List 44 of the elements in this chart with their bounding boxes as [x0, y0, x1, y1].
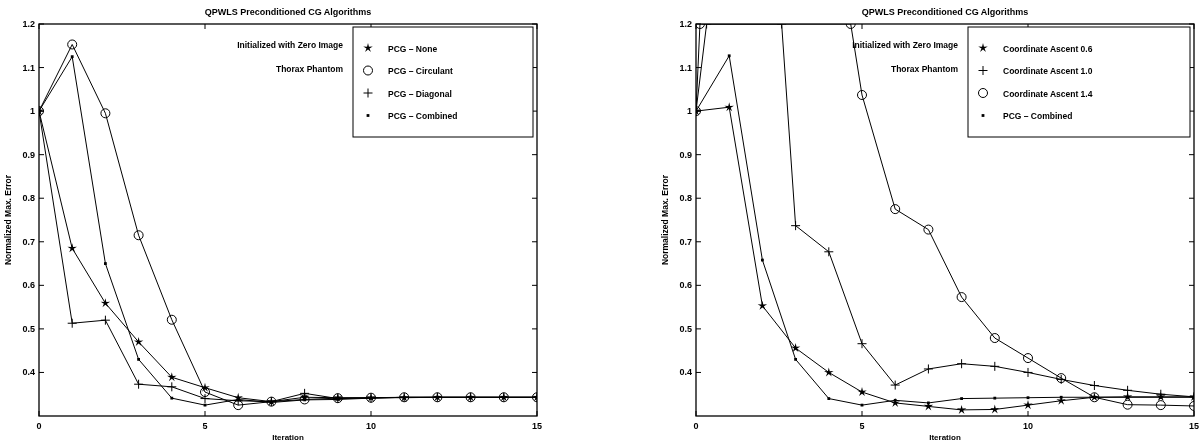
y-tick-label: 0.6	[22, 280, 35, 291]
y-tick-label: 1	[686, 106, 692, 117]
y-tick-label: 0.5	[679, 323, 692, 334]
annotation: Initialized with Zero Image	[852, 40, 959, 50]
x-tick-label: 15	[1188, 421, 1200, 431]
y-tick-label: 1.1	[22, 62, 35, 73]
y-tick-label: 1.2	[679, 19, 692, 29]
y-tick-label: 1	[29, 106, 35, 117]
y-axis-title: Normalized Max. Error	[660, 174, 670, 266]
legend-label: PCG – Combined	[1003, 111, 1073, 121]
x-tick-label: 15	[531, 421, 543, 431]
annotation: Thorax Phantom	[890, 64, 959, 74]
legend-label: Coordinate Ascent 1.0	[1003, 66, 1093, 76]
y-tick-label: 0.6	[679, 280, 692, 291]
y-tick-label: 0.7	[22, 236, 35, 247]
chart-title: QPWLS Preconditioned CG Algorithms	[861, 7, 1029, 17]
y-tick-label: 0.8	[679, 193, 692, 204]
x-tick-label: 0	[693, 421, 699, 431]
legend-label: PCG – None	[388, 43, 438, 54]
y-tick-label: 1.2	[22, 19, 35, 29]
x-tick-label: 5	[859, 421, 865, 431]
x-tick-label: 10	[1022, 421, 1034, 431]
y-tick-label: 0.4	[22, 367, 35, 378]
annotation: Initialized with Zero Image	[237, 40, 344, 50]
legend-label: Coordinate Ascent 0.6	[1003, 43, 1093, 54]
x-tick-label: 5	[202, 421, 208, 431]
legend-label: PCG – Combined	[388, 111, 458, 121]
x-tick-label: 10	[365, 421, 377, 431]
chart-title: QPWLS Preconditioned CG Algorithms	[204, 7, 372, 17]
legend-label: PCG – Circulant	[388, 66, 453, 76]
y-tick-label: 0.9	[679, 149, 692, 160]
annotation: Thorax Phantom	[275, 64, 344, 74]
y-tick-label: 0.8	[22, 193, 35, 204]
y-tick-label: 0.5	[22, 323, 35, 334]
x-axis-title: Iteration	[929, 433, 961, 442]
y-tick-label: 0.7	[679, 236, 692, 247]
legend-label: PCG – Diagonal	[388, 88, 452, 99]
x-tick-label: 0	[36, 421, 42, 431]
y-tick-label: 0.9	[22, 149, 35, 160]
y-tick-label: 0.4	[679, 367, 692, 378]
legend-label: Coordinate Ascent 1.4	[1003, 88, 1093, 99]
x-axis-title: Iteration	[272, 433, 304, 442]
y-axis-title: Normalized Max. Error	[3, 174, 13, 266]
y-tick-label: 1.1	[679, 62, 692, 73]
